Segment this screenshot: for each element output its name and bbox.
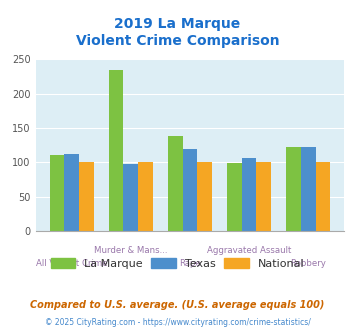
Text: All Violent Crime: All Violent Crime xyxy=(36,259,108,268)
Text: Rape: Rape xyxy=(179,259,201,268)
Bar xyxy=(138,162,153,231)
Bar xyxy=(242,158,256,231)
Bar xyxy=(109,70,124,231)
Text: © 2025 CityRating.com - https://www.cityrating.com/crime-statistics/: © 2025 CityRating.com - https://www.city… xyxy=(45,318,310,327)
Bar xyxy=(50,155,64,231)
Text: Murder & Mans...: Murder & Mans... xyxy=(94,246,168,255)
Bar xyxy=(197,162,212,231)
Text: Violent Crime Comparison: Violent Crime Comparison xyxy=(76,34,279,48)
Bar xyxy=(227,163,242,231)
Text: Robbery: Robbery xyxy=(290,259,326,268)
Bar xyxy=(64,154,79,231)
Bar xyxy=(79,162,94,231)
Text: Aggravated Assault: Aggravated Assault xyxy=(207,246,291,255)
Text: 2019 La Marque: 2019 La Marque xyxy=(114,17,241,31)
Bar xyxy=(256,162,271,231)
Bar xyxy=(286,147,301,231)
Bar xyxy=(168,136,182,231)
Bar xyxy=(182,148,197,231)
Text: Compared to U.S. average. (U.S. average equals 100): Compared to U.S. average. (U.S. average … xyxy=(30,300,325,310)
Bar xyxy=(316,162,330,231)
Bar xyxy=(124,164,138,231)
Legend: La Marque, Texas, National: La Marque, Texas, National xyxy=(46,253,309,273)
Bar xyxy=(301,147,316,231)
